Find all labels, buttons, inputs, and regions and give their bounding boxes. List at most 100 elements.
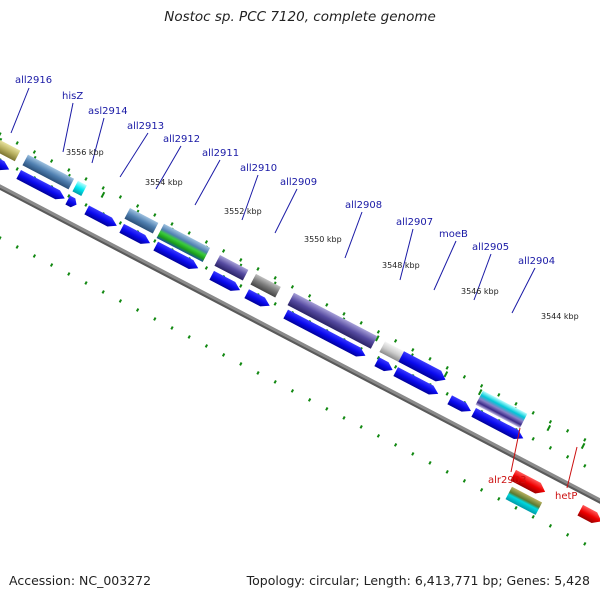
tick-mark (393, 339, 398, 343)
cds-arrow (283, 309, 366, 357)
tick-mark (256, 371, 260, 375)
ruler-label: 3552 kbp (224, 207, 262, 216)
tick-mark (565, 532, 570, 537)
tick-mark (101, 290, 105, 294)
tick-mark (325, 303, 329, 307)
ruler-label: 3550 kbp (304, 235, 342, 244)
leader-line (344, 211, 363, 259)
gene-block (0, 135, 21, 162)
cds-arrow (398, 351, 446, 382)
tick-mark (273, 380, 277, 384)
tick-mark (307, 294, 312, 298)
gene-label: hisZ (62, 91, 83, 102)
cds-shape (577, 504, 600, 523)
tick-mark (548, 419, 553, 424)
tick-mark (15, 167, 19, 171)
tick-mark (290, 285, 295, 289)
cds-shape (471, 407, 524, 440)
leader-line (194, 159, 221, 206)
tick-mark (135, 308, 140, 312)
tick-mark (376, 356, 381, 360)
cds-arrow (447, 395, 471, 412)
tick-mark (15, 141, 19, 145)
leader-line (241, 174, 259, 221)
tick-mark (49, 159, 54, 163)
tick-mark (32, 254, 37, 258)
labels: 3556 kbp 3554 kbp 3552 kbp 3550 kbp 3548 kbp… (15, 75, 579, 502)
tick-mark (0, 132, 2, 136)
tick-mark (411, 348, 415, 352)
gene-label: all2916 (15, 75, 52, 86)
tick-mark (100, 191, 106, 198)
gene-block (287, 292, 378, 349)
tick-mark (170, 222, 174, 226)
leader-line (119, 132, 149, 178)
cds-arrow (0, 154, 10, 171)
ruler-label: 3546 kbp (461, 287, 499, 296)
tick-mark (273, 302, 277, 306)
gene-shape (287, 292, 378, 349)
gene-label: all2911 (202, 148, 239, 159)
tick-mark (546, 424, 552, 432)
gene-label: all2912 (163, 134, 200, 145)
cds-shape (244, 289, 270, 307)
tick-mark (307, 398, 312, 402)
ruler-label: 3544 kbp (541, 312, 579, 321)
gene-label: all2908 (345, 200, 382, 211)
tick-mark (101, 186, 105, 190)
tick-mark (221, 353, 226, 357)
tick-mark (187, 231, 191, 235)
ruler-label: 3548 kbp (382, 261, 420, 270)
feature-blocks (0, 135, 600, 523)
cds-shape (283, 309, 366, 357)
cds-shape (447, 395, 471, 412)
gene-shape (475, 390, 528, 428)
accession-text: Accession: NC_003272 (9, 573, 152, 588)
leader-line (399, 228, 414, 281)
tick-mark (548, 523, 553, 528)
tick-mark (445, 366, 449, 370)
genome-summary-text: Topology: circular; Length: 6,413,771 bp… (246, 573, 590, 588)
leader-line (433, 240, 457, 291)
map-title: Nostoc sp. PCC 7120, complete genome (164, 9, 436, 25)
tick-mark (580, 442, 586, 450)
tick-mark (32, 150, 37, 154)
gene-block (250, 273, 281, 298)
tick-mark (428, 461, 432, 465)
cds-shape (374, 357, 393, 372)
tick-mark (479, 383, 484, 388)
gene-label: all2913 (127, 121, 164, 132)
gene-block (475, 390, 528, 428)
gene-shape (72, 180, 87, 197)
tick-mark (411, 452, 415, 456)
cds-arrow (65, 195, 77, 208)
tick-mark (531, 436, 535, 441)
tick-mark (239, 362, 243, 366)
gene-label: all2904 (518, 256, 555, 267)
cds-shape (16, 169, 65, 200)
gene-block (505, 486, 543, 515)
tick-mark (170, 326, 174, 330)
tick-mark (479, 487, 484, 492)
tick-mark (84, 281, 88, 285)
cds-shape (398, 351, 446, 382)
gene-label: asl2914 (88, 106, 128, 117)
cds-arrow (84, 205, 117, 227)
cds-arrow (577, 504, 600, 523)
tick-mark (153, 317, 157, 321)
tick-mark (273, 276, 277, 280)
gene-block (156, 223, 211, 263)
cds-arrow (374, 357, 393, 372)
gene-label: all2909 (280, 177, 317, 188)
tick-mark (153, 213, 157, 217)
tick-mark (84, 203, 88, 207)
leader-line (62, 102, 74, 153)
tick-mark (49, 263, 54, 267)
gene-label: moeB (439, 229, 468, 240)
tick-mark (0, 236, 2, 240)
tick-mark (393, 365, 398, 369)
cds-shape (84, 205, 117, 227)
leader-line (511, 267, 536, 314)
tick-mark (428, 357, 432, 361)
